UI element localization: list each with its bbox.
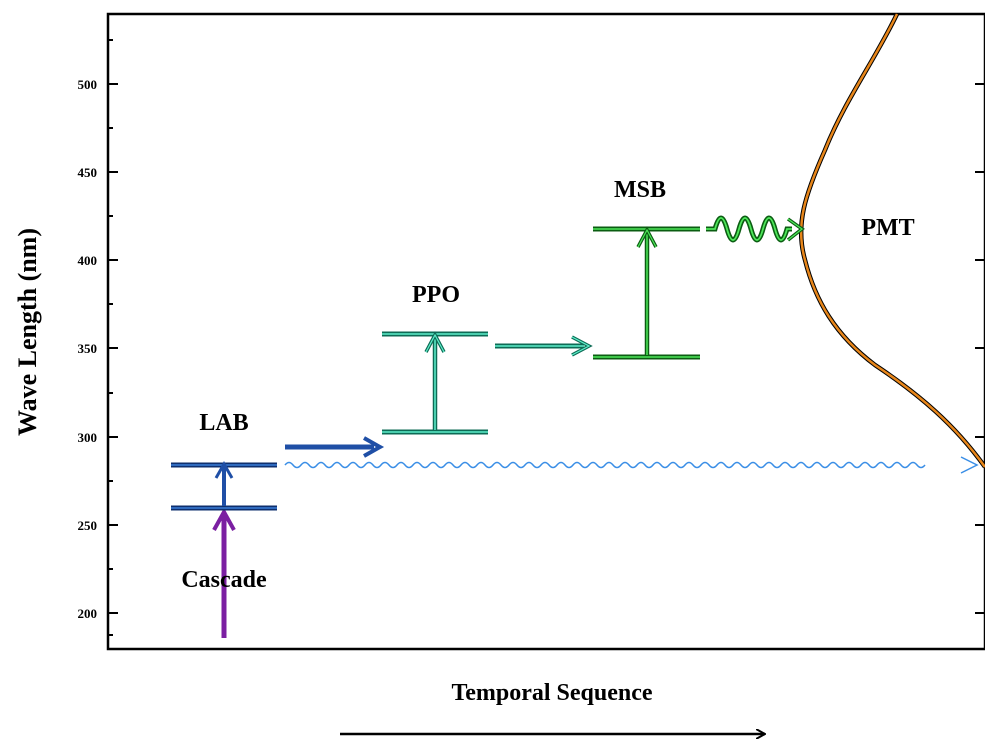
y-tick-300: 300 bbox=[78, 430, 98, 445]
direct-emission-arrowhead bbox=[960, 456, 979, 474]
y-tick-200: 200 bbox=[78, 606, 98, 621]
y-tick-400: 400 bbox=[78, 253, 98, 268]
lab-label: LAB bbox=[199, 410, 248, 436]
ppo-label: PPO bbox=[412, 282, 460, 308]
lab-to-ppo-arrow bbox=[285, 436, 385, 458]
y-axis-ticks bbox=[108, 39, 985, 636]
y-tick-350: 350 bbox=[78, 341, 98, 356]
cascade-label: Cascade bbox=[181, 567, 267, 593]
ppo-levels bbox=[382, 331, 488, 435]
pmt-label: PMT bbox=[861, 215, 914, 241]
cascade-arrow bbox=[212, 507, 236, 638]
y-tick-250: 250 bbox=[78, 518, 98, 533]
y-tick-450: 450 bbox=[78, 165, 98, 180]
ppo-to-msb-arrow bbox=[495, 335, 593, 357]
x-axis-label: Temporal Sequence bbox=[451, 680, 652, 706]
msb-levels bbox=[593, 226, 700, 360]
y-tick-500: 500 bbox=[78, 77, 98, 92]
direct-emission-wave bbox=[284, 461, 926, 469]
msb-to-pmt-wave bbox=[706, 215, 805, 243]
plot-frame bbox=[106, 12, 985, 651]
y-axis-label: Wave Length (nm) bbox=[13, 228, 42, 436]
msb-label: MSB bbox=[614, 177, 666, 203]
pmt-response-curve-color bbox=[799, 13, 985, 468]
lab-levels bbox=[171, 460, 277, 511]
